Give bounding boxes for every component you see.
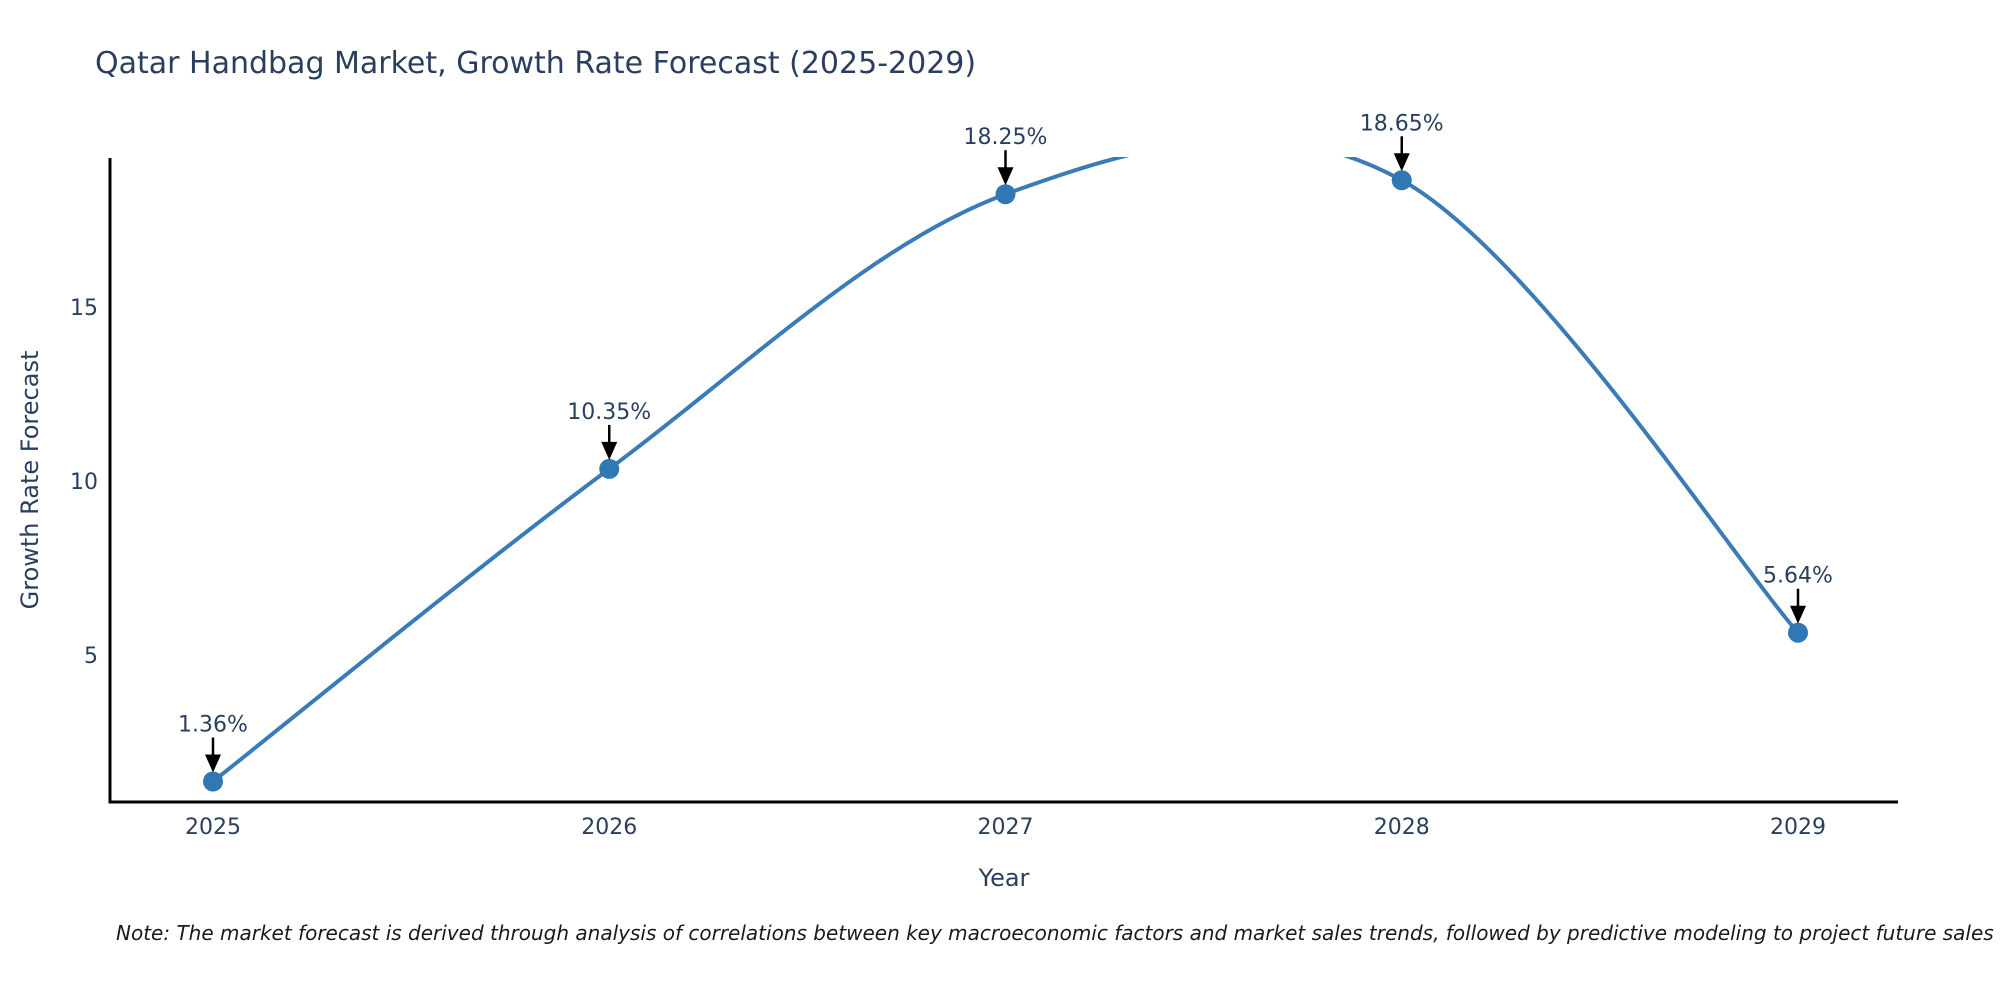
data-point-marker — [203, 771, 223, 792]
annotation-arrowhead-icon — [601, 441, 618, 460]
annotation-arrowhead-icon — [1790, 605, 1806, 624]
point-value-label: 10.35% — [567, 400, 651, 425]
x-axis-title: Year — [978, 864, 1030, 892]
data-point-marker — [599, 458, 620, 479]
x-tick-label: 2025 — [185, 815, 241, 840]
chart-title: Qatar Handbag Market, Growth Rate Foreca… — [95, 46, 977, 81]
annotation-arrowhead-icon — [205, 754, 221, 773]
point-value-label: 18.65% — [1360, 111, 1444, 136]
data-point-marker — [995, 184, 1016, 205]
annotation-arrowhead-icon — [1393, 153, 1410, 172]
point-value-label: 1.36% — [178, 713, 248, 738]
data-point-marker — [1788, 622, 1808, 643]
footnote: Note: The market forecast is derived thr… — [116, 921, 1994, 945]
point-value-label: 18.25% — [964, 125, 1048, 150]
x-tick-label: 2029 — [1770, 815, 1826, 840]
y-tick-label: 15 — [70, 296, 98, 321]
y-tick-label: 5 — [84, 644, 98, 669]
x-tick-label: 2026 — [581, 815, 637, 840]
x-tick-label: 2028 — [1374, 815, 1430, 840]
x-tick-label: 2027 — [978, 815, 1034, 840]
point-value-label: 5.64% — [1763, 564, 1833, 589]
annotation-arrowhead-icon — [997, 167, 1014, 186]
y-tick-label: 10 — [70, 470, 98, 495]
forecast-spline-line — [211, 157, 1800, 784]
data-point-marker — [1391, 170, 1412, 191]
